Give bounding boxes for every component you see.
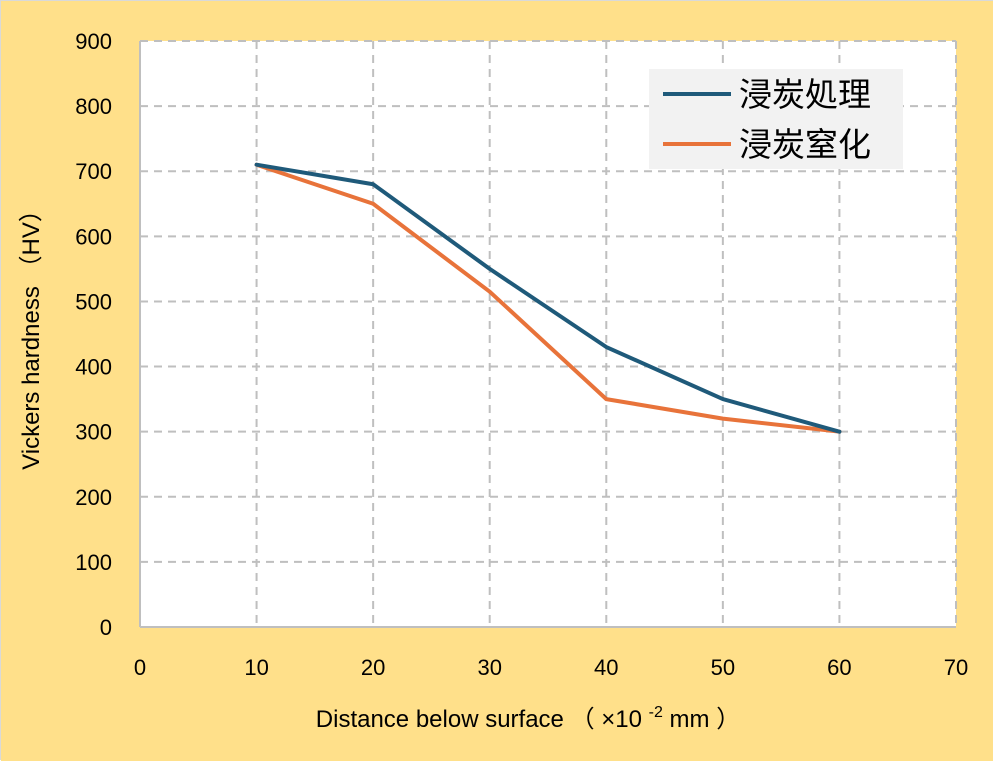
- y-tick-label: 700: [75, 159, 112, 184]
- series-line: [254, 162, 842, 434]
- y-tick-label: 200: [75, 485, 112, 510]
- y-axis-title: Vickers hardness （HV）: [18, 198, 45, 470]
- series: [254, 162, 842, 434]
- legend-label: 浸炭処理: [739, 75, 871, 114]
- x-tick-label: 20: [361, 655, 385, 680]
- x-tick-label: 60: [827, 655, 851, 680]
- x-axis-title-paren-close: ）: [716, 706, 740, 733]
- series-line: [254, 162, 842, 434]
- x-axis-title-paren-open: （: [571, 706, 595, 733]
- y-tick-label: 400: [75, 355, 112, 380]
- x-tick-label: 30: [477, 655, 501, 680]
- y-tick-label: 600: [75, 224, 112, 249]
- x-tick-label: 0: [134, 655, 146, 680]
- x-tick-label: 50: [711, 655, 735, 680]
- legend-label: 浸炭窒化: [739, 125, 871, 164]
- y-tick-label: 500: [75, 289, 112, 314]
- x-axis-title-unit-exponent: -2: [649, 704, 663, 721]
- x-axis-title: Distance below surface （ ×10 -2 mm ）: [316, 696, 740, 733]
- legend-box: [649, 69, 903, 169]
- x-axis-title-unit-prefix: ×10: [601, 706, 642, 733]
- axes: [139, 41, 956, 628]
- y-tick-label: 300: [75, 420, 112, 445]
- x-axis-title-unit-suffix: mm: [670, 706, 710, 733]
- y-tick-label: 100: [75, 550, 112, 575]
- tick-labels: 0 100 200 300 400 500 600 700 800 900 0 10 20 30 40 50 6…: [75, 29, 968, 680]
- y-tick-label: 0: [100, 615, 112, 640]
- x-tick-label: 10: [244, 655, 268, 680]
- y-tick-label: 800: [75, 94, 112, 119]
- y-tick-label: 900: [75, 29, 112, 54]
- x-tick-label: 70: [944, 655, 968, 680]
- x-tick-label: 40: [594, 655, 618, 680]
- x-axis-title-main: Distance below surface: [316, 706, 564, 733]
